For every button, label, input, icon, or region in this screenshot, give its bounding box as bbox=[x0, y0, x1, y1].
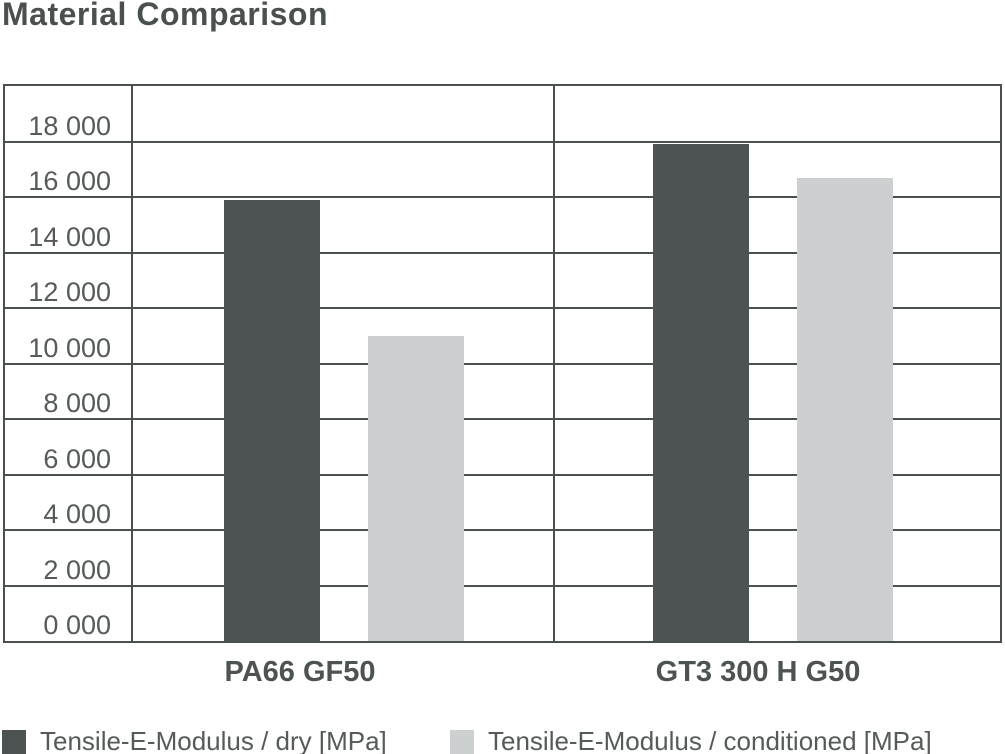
axis-column-divider bbox=[131, 86, 133, 641]
legend-item-conditioned: Tensile-E-Modulus / conditioned [MPa] bbox=[450, 726, 932, 754]
chart-area: 18 000 16 000 14 000 12 000 10 000 8 000 6 000… bbox=[3, 84, 1002, 643]
gridline-horizontal bbox=[5, 307, 1000, 309]
gridline-horizontal bbox=[5, 363, 1000, 365]
page-title: Material Comparison bbox=[2, 0, 329, 32]
bar-dry-cat2 bbox=[653, 144, 749, 641]
y-axis-tick-label: 0 000 bbox=[43, 610, 111, 640]
y-axis-tick-label: 14 000 bbox=[28, 222, 111, 252]
y-axis-tick-label: 2 000 bbox=[43, 555, 111, 585]
bar-dry-cat1 bbox=[224, 200, 320, 641]
category-label-pa66-gf50: PA66 GF50 bbox=[224, 656, 376, 688]
legend-label-conditioned: Tensile-E-Modulus / conditioned [MPa] bbox=[488, 726, 932, 754]
y-axis-tick-label: 18 000 bbox=[28, 111, 111, 141]
y-axis-tick-label: 16 000 bbox=[28, 166, 111, 196]
gridline-horizontal bbox=[5, 196, 1000, 198]
y-axis-tick-label: 8 000 bbox=[43, 388, 111, 418]
gridline-horizontal bbox=[5, 252, 1000, 254]
bar-conditioned-cat1 bbox=[368, 336, 464, 641]
legend-item-dry: Tensile-E-Modulus / dry [MPa] bbox=[2, 726, 387, 754]
legend-swatch-dry bbox=[2, 729, 26, 754]
category-divider bbox=[553, 86, 555, 641]
gridline-horizontal bbox=[5, 141, 1000, 143]
gridline-horizontal bbox=[5, 585, 1000, 587]
gridline-horizontal bbox=[5, 474, 1000, 476]
gridline-horizontal bbox=[5, 529, 1000, 531]
y-axis-tick-label: 10 000 bbox=[28, 333, 111, 363]
y-axis-tick-label: 12 000 bbox=[28, 277, 111, 307]
y-axis-tick-label: 4 000 bbox=[43, 499, 111, 529]
y-axis-tick-label: 6 000 bbox=[43, 444, 111, 474]
legend-swatch-conditioned bbox=[450, 729, 474, 754]
gridline-horizontal bbox=[5, 418, 1000, 420]
legend-label-dry: Tensile-E-Modulus / dry [MPa] bbox=[40, 726, 387, 754]
bar-conditioned-cat2 bbox=[797, 178, 893, 641]
category-label-gt3-300-h-g50: GT3 300 H G50 bbox=[655, 656, 861, 688]
